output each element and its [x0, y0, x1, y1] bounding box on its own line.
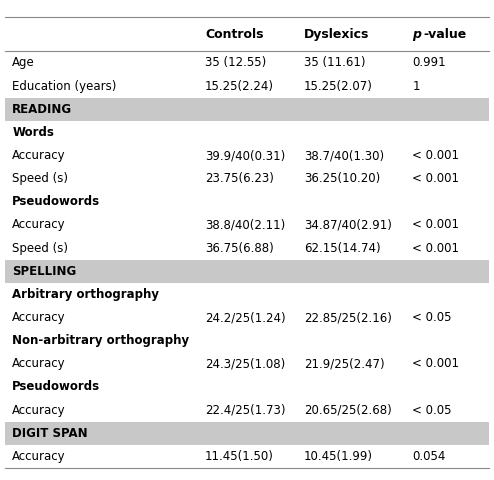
Text: 22.4/25(1.73): 22.4/25(1.73)	[205, 404, 286, 417]
Text: 22.85/25(2.16): 22.85/25(2.16)	[304, 311, 392, 324]
Text: 24.3/25(1.08): 24.3/25(1.08)	[205, 357, 285, 371]
Text: Accuracy: Accuracy	[12, 357, 66, 371]
Text: 15.25(2.24): 15.25(2.24)	[205, 80, 274, 93]
Text: 1: 1	[412, 80, 420, 93]
Text: Accuracy: Accuracy	[12, 218, 66, 231]
Text: 39.9/40(0.31): 39.9/40(0.31)	[205, 149, 285, 162]
Text: -value: -value	[423, 27, 467, 41]
Text: < 0.001: < 0.001	[412, 241, 459, 254]
Text: 38.7/40(1.30): 38.7/40(1.30)	[304, 149, 384, 162]
Text: Education (years): Education (years)	[12, 80, 117, 93]
Bar	[5, 260, 489, 283]
Text: DIGIT SPAN: DIGIT SPAN	[12, 427, 88, 440]
Text: Speed (s): Speed (s)	[12, 241, 68, 254]
Text: p: p	[412, 27, 421, 41]
Text: 36.25(10.20): 36.25(10.20)	[304, 172, 380, 185]
Text: Age: Age	[12, 57, 35, 70]
Text: 23.75(6.23): 23.75(6.23)	[205, 172, 274, 185]
Text: Accuracy: Accuracy	[12, 404, 66, 417]
Text: READING: READING	[12, 103, 73, 116]
Text: Non-arbitrary orthography: Non-arbitrary orthography	[12, 334, 190, 347]
Text: 0.054: 0.054	[412, 450, 446, 463]
Text: < 0.05: < 0.05	[412, 404, 452, 417]
Text: 0.991: 0.991	[412, 57, 446, 70]
Text: 36.75(6.88): 36.75(6.88)	[205, 241, 274, 254]
Bar	[5, 422, 489, 445]
Bar	[5, 97, 489, 121]
Text: Arbitrary orthography: Arbitrary orthography	[12, 288, 160, 301]
Text: 34.87/40(2.91): 34.87/40(2.91)	[304, 218, 392, 231]
Text: 35 (11.61): 35 (11.61)	[304, 57, 365, 70]
Text: Controls: Controls	[205, 27, 263, 41]
Text: Pseudowords: Pseudowords	[12, 195, 100, 208]
Text: < 0.001: < 0.001	[412, 218, 459, 231]
Text: 15.25(2.07): 15.25(2.07)	[304, 80, 372, 93]
Text: Words: Words	[12, 126, 54, 139]
Text: Accuracy: Accuracy	[12, 450, 66, 463]
Text: 38.8/40(2.11): 38.8/40(2.11)	[205, 218, 285, 231]
Text: Pseudowords: Pseudowords	[12, 381, 100, 394]
Text: 20.65/25(2.68): 20.65/25(2.68)	[304, 404, 392, 417]
Text: Speed (s): Speed (s)	[12, 172, 68, 185]
Text: SPELLING: SPELLING	[12, 265, 77, 278]
Text: Accuracy: Accuracy	[12, 311, 66, 324]
Text: 24.2/25(1.24): 24.2/25(1.24)	[205, 311, 286, 324]
Text: Dyslexics: Dyslexics	[304, 27, 369, 41]
Text: < 0.05: < 0.05	[412, 311, 452, 324]
Text: Accuracy: Accuracy	[12, 149, 66, 162]
Text: 62.15(14.74): 62.15(14.74)	[304, 241, 380, 254]
Text: 10.45(1.99): 10.45(1.99)	[304, 450, 373, 463]
Text: < 0.001: < 0.001	[412, 149, 459, 162]
Text: 21.9/25(2.47): 21.9/25(2.47)	[304, 357, 384, 371]
Text: 11.45(1.50): 11.45(1.50)	[205, 450, 274, 463]
Text: < 0.001: < 0.001	[412, 357, 459, 371]
Text: 35 (12.55): 35 (12.55)	[205, 57, 266, 70]
Text: < 0.001: < 0.001	[412, 172, 459, 185]
